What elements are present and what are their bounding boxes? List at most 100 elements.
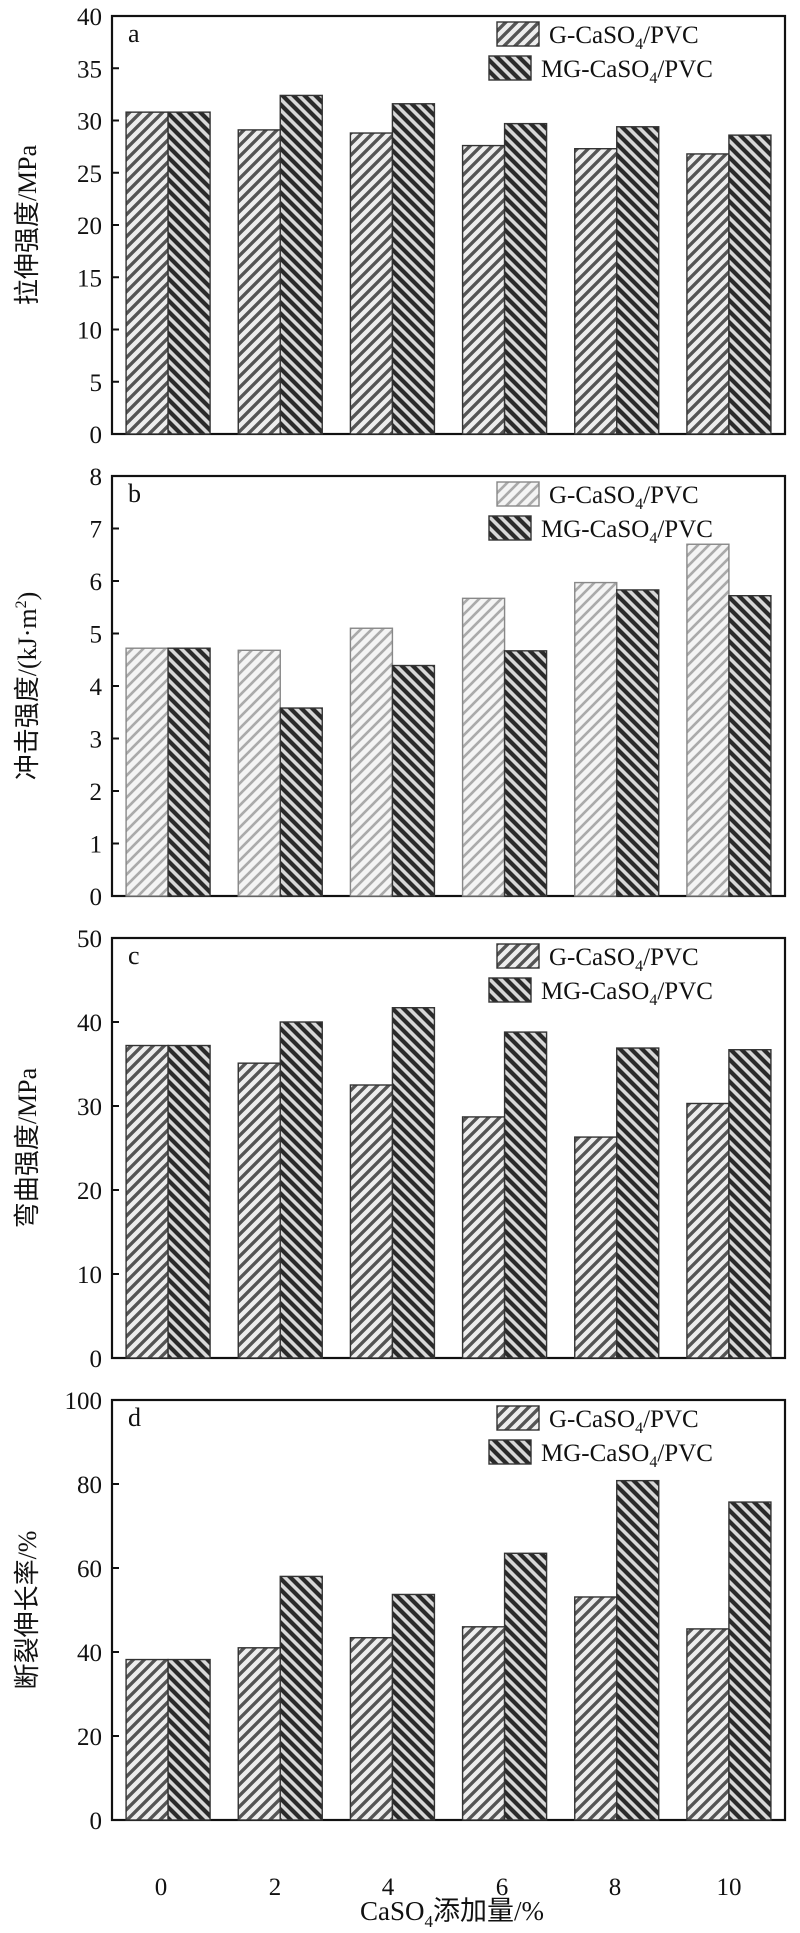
legend-swatch-mg xyxy=(488,55,532,81)
x-tick-label: 10 xyxy=(717,1874,742,1901)
y-tick-label: 80 xyxy=(77,1472,102,1499)
y-tick-label: 6 xyxy=(90,569,103,596)
bar-g-caso4-pvc xyxy=(237,129,281,435)
legend-label-main: G-CaSO xyxy=(549,482,635,509)
bar-mg-caso4-pvc xyxy=(167,1044,211,1359)
bar-g-caso4-pvc xyxy=(125,1658,169,1821)
y-tick-label: 10 xyxy=(77,318,102,345)
legend-label-tail: /PVC xyxy=(657,516,713,543)
bar-g-caso4-pvc xyxy=(125,647,169,897)
y-tick-label: 35 xyxy=(77,56,102,83)
bar-mg-caso4-pvc xyxy=(728,134,772,435)
y-tick-label: 40 xyxy=(77,1010,102,1037)
legend-label-mg: MG-CaSO4/PVC xyxy=(541,56,713,87)
panel-letter: d xyxy=(128,1403,141,1432)
bar-g-caso4-pvc xyxy=(574,1596,618,1821)
legend-label-subscript: 4 xyxy=(649,530,657,547)
y-tick-label: 10 xyxy=(77,1262,102,1289)
legend-label-g: G-CaSO4/PVC xyxy=(549,482,699,513)
legend-label-main: G-CaSO xyxy=(549,944,635,971)
bar-mg-caso4-pvc xyxy=(503,122,548,435)
bar-g-caso4-pvc xyxy=(237,1647,281,1821)
bar-g-caso4-pvc xyxy=(349,132,394,435)
y-tick-label: 30 xyxy=(77,1094,102,1121)
legend-swatch-g xyxy=(496,943,540,969)
bar-g-caso4-pvc xyxy=(574,581,618,897)
y-tick-label: 100 xyxy=(65,1388,103,1415)
y-tick-label: 5 xyxy=(90,370,103,397)
bar-g-caso4-pvc xyxy=(349,1084,394,1359)
y-tick-label: 1 xyxy=(90,832,103,859)
bar-g-caso4-pvc xyxy=(574,148,618,435)
bar-mg-caso4-pvc xyxy=(391,1007,436,1359)
panel-letter: b xyxy=(128,479,141,508)
y-axis-label: 冲击强度/(kJ·m2) xyxy=(13,592,42,781)
y-tick-label: 5 xyxy=(90,622,103,649)
bar-mg-caso4-pvc xyxy=(503,1031,548,1359)
bar-mg-caso4-pvc xyxy=(279,94,323,435)
legend-label-subscript: 4 xyxy=(635,1420,643,1437)
y-axis-label: 弯曲强度/MPa xyxy=(13,1067,42,1228)
x-axis-label-main: CaSO xyxy=(360,1896,425,1926)
x-tick-label: 6 xyxy=(496,1874,509,1901)
bar-g-caso4-pvc xyxy=(686,1102,730,1359)
y-tick-label: 0 xyxy=(90,422,103,449)
bar-mg-caso4-pvc xyxy=(728,1049,772,1359)
bar-mg-caso4-pvc xyxy=(167,111,211,435)
y-tick-label: 60 xyxy=(77,1556,102,1583)
plot-frame xyxy=(110,1398,787,1822)
legend-label-subscript: 4 xyxy=(649,70,657,87)
y-tick-label: 20 xyxy=(77,213,102,240)
panel-letter: c xyxy=(128,941,140,970)
y-tick-label: 25 xyxy=(77,161,102,188)
legend-swatch-g xyxy=(496,21,540,47)
panel-letter: a xyxy=(128,19,140,48)
x-tick-label: 2 xyxy=(269,1874,282,1901)
legend-swatch-mg xyxy=(488,1439,532,1465)
bar-g-caso4-pvc xyxy=(461,1116,506,1359)
legend-label-main: MG-CaSO xyxy=(541,56,649,83)
bar-mg-caso4-pvc xyxy=(391,1593,436,1821)
y-tick-label: 40 xyxy=(77,1640,102,1667)
x-axis-label-tail: 添加量/% xyxy=(433,1896,544,1926)
bar-mg-caso4-pvc xyxy=(391,664,436,897)
y-tick-label: 3 xyxy=(90,727,103,754)
bar-mg-caso4-pvc xyxy=(616,126,660,435)
y-tick-label: 0 xyxy=(90,1808,103,1835)
legend-label-subscript: 4 xyxy=(635,36,643,53)
legend-label-mg: MG-CaSO4/PVC xyxy=(541,978,713,1009)
y-axis-label-main: 弯曲强度/MPa xyxy=(13,1067,42,1228)
bar-g-caso4-pvc xyxy=(461,597,506,897)
x-tick-label: 0 xyxy=(155,1874,168,1901)
legend-label-g: G-CaSO4/PVC xyxy=(549,944,699,975)
legend-label-tail: /PVC xyxy=(657,56,713,83)
bar-g-caso4-pvc xyxy=(349,1637,394,1821)
bar-g-caso4-pvc xyxy=(237,649,281,897)
legend-label-subscript: 4 xyxy=(649,992,657,1009)
legend-swatch-g xyxy=(496,481,540,507)
legend-label-main: MG-CaSO xyxy=(541,516,649,543)
bar-mg-caso4-pvc xyxy=(503,1552,548,1821)
bar-mg-caso4-pvc xyxy=(391,103,436,435)
bar-mg-caso4-pvc xyxy=(728,595,772,897)
legend-label-subscript: 4 xyxy=(635,958,643,975)
bar-g-caso4-pvc xyxy=(349,627,394,897)
y-tick-label: 0 xyxy=(90,884,103,911)
bar-mg-caso4-pvc xyxy=(279,1021,323,1359)
legend-label-mg: MG-CaSO4/PVC xyxy=(541,1440,713,1471)
legend-label-g: G-CaSO4/PVC xyxy=(549,1406,699,1437)
bar-g-caso4-pvc xyxy=(461,144,506,435)
y-tick-label: 20 xyxy=(77,1178,102,1205)
bar-mg-caso4-pvc xyxy=(279,1575,323,1821)
y-tick-label: 40 xyxy=(77,4,102,31)
y-axis-label-main: 拉伸强度/MPa xyxy=(13,144,42,305)
y-tick-label: 0 xyxy=(90,1346,103,1373)
y-tick-label: 50 xyxy=(77,926,102,953)
y-axis-label-main: 冲击强度/(kJ·m xyxy=(13,608,42,780)
x-tick-label: 8 xyxy=(609,1874,622,1901)
legend-label-main: MG-CaSO xyxy=(541,978,649,1005)
